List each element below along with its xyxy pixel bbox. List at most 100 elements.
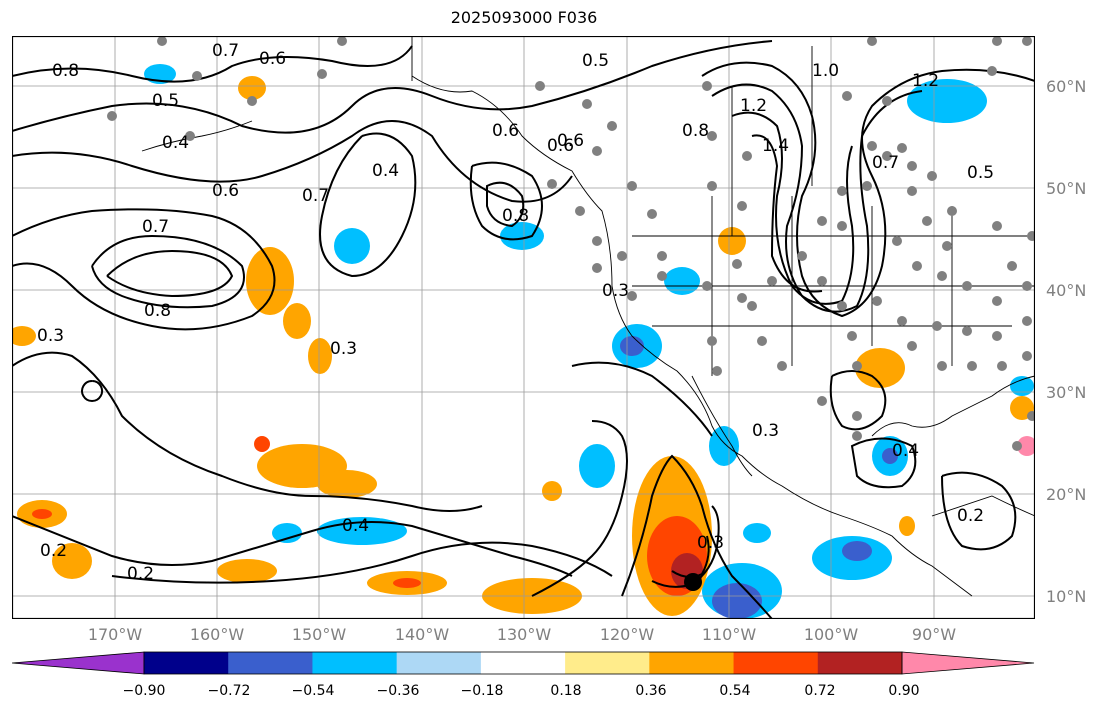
colorbar-segment (312, 652, 398, 674)
neg-region (620, 336, 644, 356)
contour-label: 0.6 (492, 121, 519, 141)
colorbar (12, 651, 1035, 675)
pos-region (1017, 436, 1035, 456)
contour-label: 0.7 (212, 41, 239, 61)
colorbar-segment (228, 652, 313, 674)
pos-region (238, 76, 266, 100)
lat-label-60n: 60°N (1046, 77, 1087, 96)
colorbar-segment (396, 652, 482, 674)
contour-label: 0.8 (52, 61, 79, 81)
contour-lines (12, 40, 1035, 619)
colorbar-outline (143, 651, 903, 675)
contour-label: 0.4 (892, 441, 919, 461)
storm-marker (684, 573, 702, 591)
contour-label: 0.5 (967, 163, 994, 183)
neg-region (709, 426, 739, 466)
neg-region (272, 523, 302, 543)
contour-label: 0.2 (957, 506, 984, 526)
contour-label: 0.2 (127, 564, 154, 584)
lon-label-130w: 130°W (496, 625, 552, 644)
contour-label: 0.5 (582, 51, 609, 71)
contour-label: 0.3 (602, 281, 629, 301)
colorbar-segment (649, 652, 735, 674)
contour-label: 0.7 (872, 153, 899, 173)
pos-region (393, 578, 421, 588)
pos-region (283, 303, 311, 339)
colorbar-extend-low (12, 651, 145, 675)
contour-label: 1.0 (812, 61, 839, 81)
lon-label-160w: 160°W (189, 625, 245, 644)
colorbar-segment (144, 652, 229, 674)
map-panel: 0.8 0.7 0.6 0.5 0.6 0.4 0.6 0.7 0.8 0.6 … (12, 36, 1035, 619)
lat-label-30n: 30°N (1046, 383, 1087, 402)
pos-region (246, 247, 294, 315)
lat-label-40n: 40°N (1046, 281, 1087, 300)
lat-label-10n: 10°N (1046, 587, 1087, 606)
neg-region (712, 583, 762, 619)
coastlines (141, 36, 1035, 597)
colorbar-segment (480, 652, 566, 674)
contour-label: 0.6 (547, 136, 574, 156)
lon-label-150w: 150°W (291, 625, 347, 644)
pos-region (718, 227, 746, 255)
lon-label-110w: 110°W (701, 625, 757, 644)
colorbar-tick: −0.54 (291, 683, 335, 699)
lon-label-170w: 170°W (87, 625, 143, 644)
map-title: 2025093000 F036 (450, 8, 598, 27)
pos-region (855, 348, 905, 388)
contour-label: 0.4 (342, 516, 369, 536)
contour-label: 0.3 (752, 421, 779, 441)
colorbar-extend-high (901, 651, 1035, 675)
colorbar-tick: 0.36 (635, 683, 667, 699)
contour-label: 0.3 (697, 533, 724, 553)
neg-region (664, 267, 700, 295)
neg-region (882, 448, 898, 464)
contour-label: 1.4 (762, 136, 789, 156)
pos-region (217, 559, 277, 583)
neg-region (334, 228, 370, 264)
lat-label-50n: 50°N (1046, 179, 1087, 198)
colorbar-tick: 0.90 (888, 683, 920, 699)
pos-region (899, 516, 915, 536)
pos-region (254, 436, 270, 452)
colorbar-segment (565, 652, 650, 674)
neg-region (907, 79, 987, 123)
colorbar-segment (817, 652, 903, 674)
colorbar-tick: −0.18 (460, 683, 504, 699)
lon-label-100w: 100°W (803, 625, 859, 644)
neg-region (579, 444, 615, 488)
colorbar-tick: −0.72 (207, 683, 251, 699)
contour-label: 0.8 (144, 301, 171, 321)
colorbar-segment (733, 652, 819, 674)
contour-label: 0.3 (330, 339, 357, 359)
lon-label-120w: 120°W (599, 625, 655, 644)
contour-label: 0.5 (152, 91, 179, 111)
gridlines (12, 36, 1035, 619)
colorbar-tick: −0.36 (376, 683, 420, 699)
colorbar-tick: −0.90 (122, 683, 166, 699)
contour-label: 0.7 (142, 217, 169, 237)
pos-region (317, 470, 377, 498)
contour-label: 0.8 (502, 206, 529, 226)
colorbar-tick: 0.54 (719, 683, 751, 699)
pos-region (12, 326, 36, 346)
neg-region (842, 541, 872, 561)
contour-label: 0.6 (259, 49, 286, 69)
contour-label: 1.2 (740, 96, 767, 116)
contour-label: 1.2 (912, 71, 939, 91)
pos-region (542, 481, 562, 501)
lon-label-140w: 140°W (394, 625, 450, 644)
colorbar-tick: 0.18 (550, 683, 582, 699)
neg-region (743, 523, 771, 543)
lat-label-20n: 20°N (1046, 485, 1087, 504)
contour-label: 0.4 (162, 133, 189, 153)
contour-label: 0.6 (212, 181, 239, 201)
lon-label-90w: 90°W (911, 625, 957, 644)
station-dots (107, 36, 1035, 451)
pos-region (32, 509, 52, 519)
pos-region (52, 543, 92, 579)
contour-label: 0.8 (682, 121, 709, 141)
contour-label: 0.3 (37, 326, 64, 346)
colorbar-tick: 0.72 (804, 683, 836, 699)
contour-label: 0.4 (372, 161, 399, 181)
